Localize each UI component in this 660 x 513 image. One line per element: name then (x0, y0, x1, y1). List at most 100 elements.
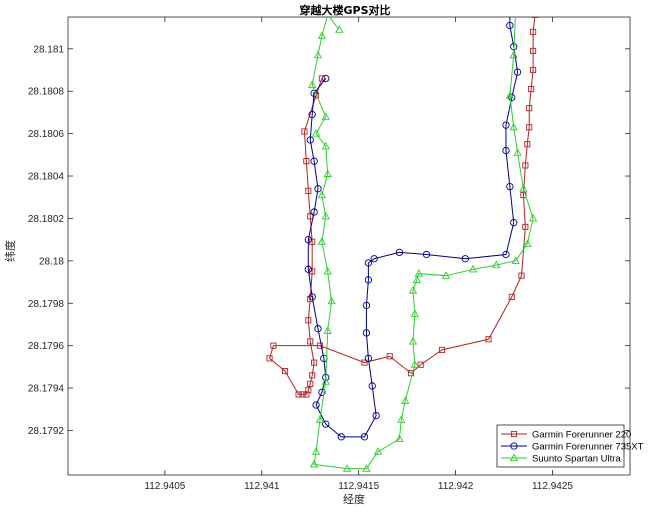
data-point (337, 433, 345, 441)
data-point (373, 447, 383, 455)
data-point (315, 415, 325, 423)
legend-swatch-marker (510, 430, 518, 438)
data-point (321, 141, 330, 150)
data-point (408, 285, 418, 294)
data-point (307, 380, 314, 387)
data-point (511, 256, 520, 264)
series-line (307, 17, 519, 438)
data-point (295, 391, 302, 398)
series-line (268, 17, 536, 395)
series-suunto-spartan (308, 17, 538, 472)
data-point (524, 141, 531, 148)
chart-title: 穿越大楼GPS对比 (299, 3, 390, 17)
x-axis: 112.9405 112.941 112.9415 112.942 112.9425 (144, 17, 573, 492)
legend-label: Garmin Forerunner 220 (532, 430, 631, 441)
data-point (317, 237, 327, 245)
data-point (502, 250, 510, 259)
data-point (308, 110, 316, 119)
y-tick-label: 28.1792 (28, 426, 65, 437)
x-tick-label: 112.9405 (144, 481, 185, 492)
data-point (311, 447, 321, 455)
data-point (508, 93, 516, 102)
data-point (492, 260, 501, 269)
data-point (518, 272, 525, 279)
y-tick-label: 28.1794 (28, 384, 65, 395)
data-point (522, 223, 529, 230)
data-point (526, 124, 533, 131)
data-point (362, 464, 371, 472)
data-point (468, 264, 478, 273)
data-point (526, 105, 533, 112)
x-tick-label: 112.941 (244, 481, 280, 492)
series-line (311, 17, 534, 470)
series-garmin-735xt (304, 17, 522, 441)
data-point (303, 158, 310, 165)
data-point (360, 433, 369, 441)
data-point (313, 50, 323, 59)
y-tick-label: 28.1802 (28, 214, 65, 225)
y-tick-label: 28.1808 (28, 87, 65, 98)
data-point (522, 162, 529, 169)
data-point (531, 17, 539, 18)
y-tick-label: 28.181 (33, 44, 64, 55)
data-point (513, 68, 522, 76)
data-point (364, 354, 373, 363)
data-point (506, 182, 514, 191)
data-point (502, 121, 510, 129)
data-point (422, 250, 431, 259)
data-point (386, 353, 393, 360)
data-point (509, 122, 518, 131)
data-point (299, 391, 306, 398)
data-point (523, 239, 532, 247)
data-point (441, 271, 451, 279)
data-point (368, 382, 376, 390)
data-point (317, 190, 327, 199)
data-point (304, 235, 312, 244)
data-point (362, 329, 371, 337)
data-point (342, 464, 352, 472)
data-point (407, 370, 415, 377)
legend-label: Garmin Forerunner 735XT (532, 442, 644, 453)
data-point (305, 387, 312, 394)
data-point (408, 336, 418, 345)
data-point (513, 148, 522, 156)
data-point (506, 21, 514, 30)
data-point (530, 47, 537, 54)
data-point (318, 75, 325, 82)
data-point (321, 112, 330, 120)
legend-swatch-marker (509, 453, 519, 462)
axes-box (67, 16, 631, 476)
y-axis-title: 纬度 (3, 240, 17, 262)
data-point (311, 359, 318, 366)
legend-label: Suunto Spartan Ultra (532, 454, 621, 465)
data-point (528, 213, 538, 222)
data-point (321, 211, 330, 220)
data-point (519, 184, 528, 192)
data-point (314, 325, 322, 333)
data-point (323, 326, 332, 334)
data-point (510, 219, 518, 227)
legend-swatch-marker (510, 442, 518, 450)
data-point (317, 31, 327, 40)
data-point (410, 309, 420, 317)
data-point (530, 28, 537, 35)
data-point (312, 401, 320, 409)
data-point (309, 459, 319, 468)
x-tick-label: 112.9415 (338, 481, 379, 492)
data-point (502, 146, 510, 155)
data-point (327, 296, 336, 305)
data-point (307, 338, 314, 345)
data-point (412, 275, 421, 283)
data-point (311, 129, 321, 137)
data-point (308, 293, 316, 301)
data-point (322, 74, 330, 83)
data-point (335, 25, 344, 33)
data-point (270, 342, 277, 349)
data-point (323, 17, 332, 18)
data-point (508, 293, 515, 300)
x-axis-title: 经度 (343, 492, 365, 506)
data-point (509, 50, 518, 59)
data-point (438, 346, 446, 353)
